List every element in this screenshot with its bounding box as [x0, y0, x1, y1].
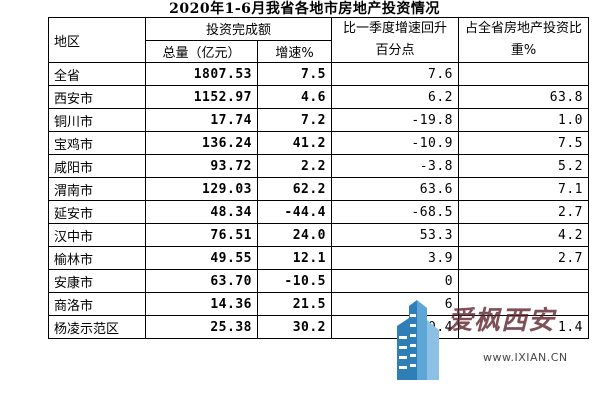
cell-region: 西安市 — [48, 85, 146, 109]
page-title: 2020年1-6月我省各地市房地产投资情况 — [169, 1, 440, 17]
cell-total: 17.74 — [145, 108, 258, 132]
table-row: 咸阳市 93.72 2.2 -3.8 5.2 — [48, 154, 590, 178]
cell-vs-q1: 53.3 — [331, 223, 460, 247]
cell-total: 93.72 — [145, 154, 258, 178]
cell-region: 延安市 — [48, 200, 146, 224]
cell-region: 铜川市 — [48, 108, 146, 132]
cell-total: 49.55 — [145, 246, 258, 270]
cell-growth: 41.2 — [256, 131, 333, 155]
table-row: 安康市 63.70 -10.5 0 — [48, 269, 590, 293]
cell-growth: 21.5 — [256, 292, 333, 316]
cell-vs-q1: 63.6 — [331, 177, 460, 201]
header-total: 总量（亿元） — [145, 39, 258, 63]
table-row: 商洛市 14.36 21.5 6 — [48, 292, 590, 316]
cell-growth: 7.2 — [256, 108, 333, 132]
header-row-1: 地区 投资完成额 比一季度增速回升百分点 占全省房地产投资比重% — [48, 17, 590, 63]
cell-vs-q1: -3.8 — [331, 154, 460, 178]
cell-share: 1.0 — [458, 108, 590, 132]
table-row: 铜川市 17.74 7.2 -19.8 1.0 — [48, 108, 590, 132]
table-row: 宝鸡市 136.24 41.2 -10.9 7.5 — [48, 131, 590, 155]
cell-vs-q1: 7.6 — [331, 62, 460, 86]
header-vs-q1: 比一季度增速回升百分点 — [331, 17, 460, 63]
cell-share: 2.7 — [458, 246, 590, 270]
watermark-url: www.IXIAN.CN — [483, 351, 568, 364]
cell-growth: 2.2 — [256, 154, 333, 178]
cell-region: 宝鸡市 — [48, 131, 146, 155]
cell-region: 商洛市 — [48, 292, 146, 316]
table-row: 延安市 48.34 -44.4 -68.5 2.7 — [48, 200, 590, 224]
cell-region: 全省 — [48, 62, 146, 86]
cell-share: 1.4 — [458, 315, 590, 339]
header-growth: 增速% — [256, 39, 333, 63]
cell-growth: 4.6 — [256, 85, 333, 109]
table-row: 杨凌示范区 25.38 30.2 0.4 1.4 — [48, 315, 590, 339]
cell-total: 63.70 — [145, 269, 258, 293]
cell-vs-q1: 0.4 — [331, 315, 460, 339]
cell-region: 渭南市 — [48, 177, 146, 201]
cell-total: 1807.53 — [145, 62, 258, 86]
investment-table: 地区 投资完成额 比一季度增速回升百分点 占全省房地产投资比重% 总量（亿元） … — [48, 17, 590, 339]
table-row: 渭南市 129.03 62.2 63.6 7.1 — [48, 177, 590, 201]
cell-growth: 12.1 — [256, 246, 333, 270]
cell-share — [458, 292, 590, 316]
cell-total: 25.38 — [145, 315, 258, 339]
table-row: 西安市 1152.97 4.6 6.2 63.8 — [48, 85, 590, 109]
cell-vs-q1: 6.2 — [331, 85, 460, 109]
cell-total: 1152.97 — [145, 85, 258, 109]
header-share: 占全省房地产投资比重% — [458, 17, 590, 63]
cell-vs-q1: -10.9 — [331, 131, 460, 155]
cell-share: 5.2 — [458, 154, 590, 178]
cell-total: 136.24 — [145, 131, 258, 155]
cell-growth: 24.0 — [256, 223, 333, 247]
cell-region: 汉中市 — [48, 223, 146, 247]
cell-growth: 30.2 — [256, 315, 333, 339]
cell-vs-q1: 0 — [331, 269, 460, 293]
cell-growth: -44.4 — [256, 200, 333, 224]
table-body: 全省 1807.53 7.5 7.6 西安市 1152.97 4.6 6.2 63.8 铜川市 17… — [48, 62, 590, 339]
cell-share: 2.7 — [458, 200, 590, 224]
cell-total: 76.51 — [145, 223, 258, 247]
cell-vs-q1: 6 — [331, 292, 460, 316]
cell-growth: 62.2 — [256, 177, 333, 201]
cell-growth: -10.5 — [256, 269, 333, 293]
cell-vs-q1: -68.5 — [331, 200, 460, 224]
cell-share — [458, 269, 590, 293]
cell-growth: 7.5 — [256, 62, 333, 86]
table-row: 汉中市 76.51 24.0 53.3 4.2 — [48, 223, 590, 247]
cell-total: 48.34 — [145, 200, 258, 224]
cell-total: 129.03 — [145, 177, 258, 201]
cell-region: 榆林市 — [48, 246, 146, 270]
header-investment-group: 投资完成额 — [144, 17, 333, 41]
cell-vs-q1: -19.8 — [331, 108, 460, 132]
cell-total: 14.36 — [145, 292, 258, 316]
cell-share: 7.1 — [458, 177, 590, 201]
cell-region: 安康市 — [48, 269, 146, 293]
cell-share: 4.2 — [458, 223, 590, 247]
cell-share: 7.5 — [458, 131, 590, 155]
header-region: 地区 — [48, 17, 146, 63]
cell-region: 杨凌示范区 — [48, 315, 146, 339]
cell-vs-q1: 3.9 — [331, 246, 460, 270]
cell-share — [458, 62, 590, 86]
table-row: 榆林市 49.55 12.1 3.9 2.7 — [48, 246, 590, 270]
table-row: 全省 1807.53 7.5 7.6 — [48, 62, 590, 86]
cell-region: 咸阳市 — [48, 154, 146, 178]
cell-share: 63.8 — [458, 85, 590, 109]
